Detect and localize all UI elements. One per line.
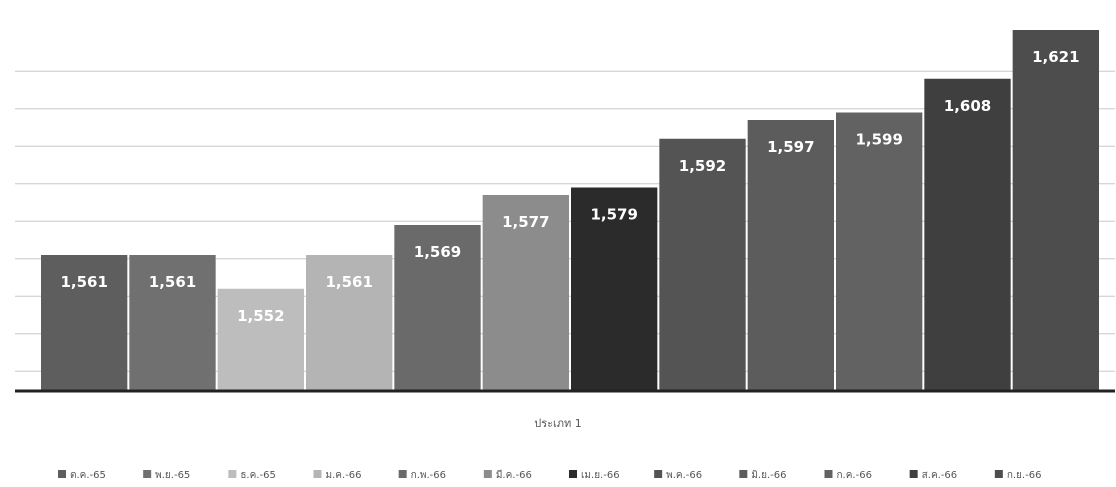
bar-11 (924, 78, 1011, 390)
legend-label-2: พ.ย.-65 (155, 470, 190, 481)
legend-swatch-5 (398, 470, 407, 478)
legend-label-8: พ.ค.-66 (666, 470, 702, 481)
bar-3 (217, 288, 304, 390)
legend-swatch-4 (313, 470, 322, 478)
data-label-2: 1,561 (149, 273, 196, 291)
data-label-1: 1,561 (60, 273, 107, 291)
data-label-10: 1,599 (855, 131, 902, 149)
bar-4 (306, 255, 393, 390)
data-label-4: 1,561 (325, 273, 372, 291)
legend-label-7: เม.ย.-66 (581, 470, 620, 481)
legend-swatch-1 (58, 470, 66, 478)
data-label-11: 1,608 (944, 97, 991, 115)
x-axis-label: ประเภท 1 (534, 417, 582, 430)
legend-label-1: ต.ค.-65 (70, 470, 106, 481)
legend-label-11: ส.ค.-66 (922, 470, 957, 481)
legend-swatch-8 (654, 470, 663, 478)
legend-label-12: ก.ย.-66 (1007, 470, 1042, 481)
data-label-12: 1,621 (1032, 48, 1079, 66)
bar-10 (836, 112, 923, 390)
data-label-9: 1,597 (767, 138, 814, 156)
bar-1 (41, 255, 128, 390)
legend-swatch-10 (824, 470, 833, 478)
legend-label-6: มี.ค.-66 (496, 469, 532, 481)
legend-swatch-12 (994, 470, 1003, 478)
data-label-6: 1,577 (502, 213, 549, 231)
data-label-5: 1,569 (414, 243, 461, 261)
legend-label-10: ก.ค.-66 (837, 470, 872, 481)
legend-label-4: ม.ค.-66 (326, 470, 362, 481)
legend-swatch-3 (228, 470, 237, 478)
bar-9 (747, 120, 834, 390)
legend-swatch-11 (909, 470, 918, 478)
bar-8 (659, 138, 746, 390)
legend-swatch-2 (143, 470, 152, 478)
bar-12 (1012, 30, 1099, 390)
bar-5 (394, 225, 481, 390)
data-label-3: 1,552 (237, 307, 284, 325)
legend-label-3: ธ.ค.-65 (240, 470, 275, 481)
legend-label-5: ก.พ.-66 (411, 470, 446, 481)
bar-6 (482, 195, 569, 390)
legend-swatch-7 (569, 470, 577, 478)
legend-swatch-6 (483, 470, 492, 478)
bar-7 (571, 187, 658, 390)
legend-swatch-9 (739, 470, 748, 478)
bar-2 (129, 255, 216, 390)
data-label-7: 1,579 (590, 206, 637, 224)
data-label-8: 1,592 (679, 157, 726, 175)
legend-label-9: มิ.ย.-66 (751, 470, 786, 481)
